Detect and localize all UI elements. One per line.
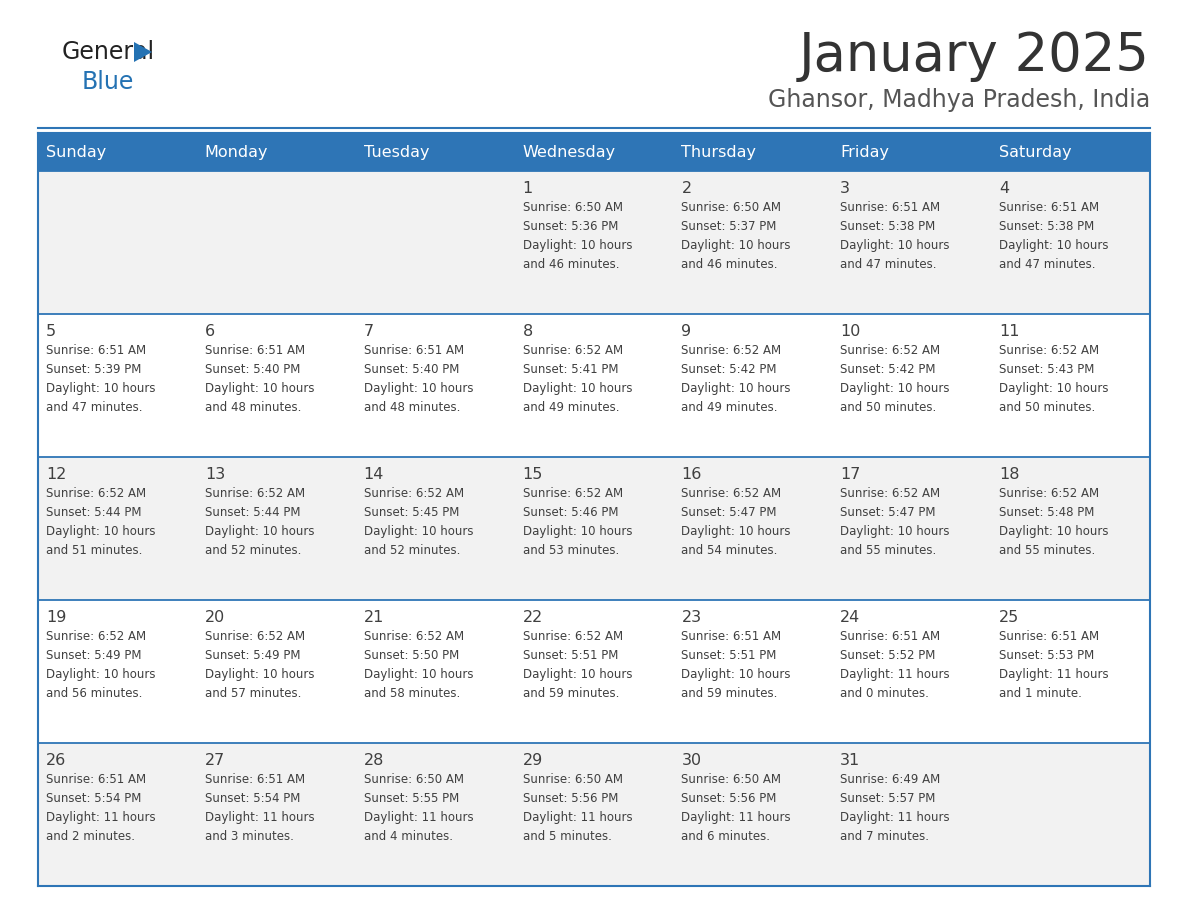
Text: Sunrise: 6:52 AM
Sunset: 5:48 PM
Daylight: 10 hours
and 55 minutes.: Sunrise: 6:52 AM Sunset: 5:48 PM Dayligh… <box>999 487 1108 557</box>
Text: Sunrise: 6:52 AM
Sunset: 5:49 PM
Daylight: 10 hours
and 57 minutes.: Sunrise: 6:52 AM Sunset: 5:49 PM Dayligh… <box>204 630 315 700</box>
Text: Monday: Monday <box>204 144 268 160</box>
Text: Sunrise: 6:51 AM
Sunset: 5:39 PM
Daylight: 10 hours
and 47 minutes.: Sunrise: 6:51 AM Sunset: 5:39 PM Dayligh… <box>46 344 156 414</box>
Bar <box>38 743 1150 886</box>
Text: Sunrise: 6:51 AM
Sunset: 5:54 PM
Daylight: 11 hours
and 2 minutes.: Sunrise: 6:51 AM Sunset: 5:54 PM Dayligh… <box>46 773 156 843</box>
Text: 4: 4 <box>999 181 1010 196</box>
Text: Blue: Blue <box>82 70 134 94</box>
Text: 25: 25 <box>999 610 1019 625</box>
Text: Sunrise: 6:49 AM
Sunset: 5:57 PM
Daylight: 11 hours
and 7 minutes.: Sunrise: 6:49 AM Sunset: 5:57 PM Dayligh… <box>840 773 950 843</box>
Text: Sunrise: 6:51 AM
Sunset: 5:38 PM
Daylight: 10 hours
and 47 minutes.: Sunrise: 6:51 AM Sunset: 5:38 PM Dayligh… <box>999 201 1108 271</box>
Text: 5: 5 <box>46 324 56 339</box>
Text: 7: 7 <box>364 324 374 339</box>
Text: Sunrise: 6:52 AM
Sunset: 5:42 PM
Daylight: 10 hours
and 49 minutes.: Sunrise: 6:52 AM Sunset: 5:42 PM Dayligh… <box>682 344 791 414</box>
Text: General: General <box>62 40 156 64</box>
Text: Sunrise: 6:52 AM
Sunset: 5:46 PM
Daylight: 10 hours
and 53 minutes.: Sunrise: 6:52 AM Sunset: 5:46 PM Dayligh… <box>523 487 632 557</box>
Text: 30: 30 <box>682 753 702 768</box>
Text: 29: 29 <box>523 753 543 768</box>
Text: 27: 27 <box>204 753 225 768</box>
Text: 16: 16 <box>682 467 702 482</box>
Text: 18: 18 <box>999 467 1019 482</box>
Text: 9: 9 <box>682 324 691 339</box>
Text: Sunrise: 6:52 AM
Sunset: 5:51 PM
Daylight: 10 hours
and 59 minutes.: Sunrise: 6:52 AM Sunset: 5:51 PM Dayligh… <box>523 630 632 700</box>
Text: 14: 14 <box>364 467 384 482</box>
Text: Sunrise: 6:50 AM
Sunset: 5:36 PM
Daylight: 10 hours
and 46 minutes.: Sunrise: 6:50 AM Sunset: 5:36 PM Dayligh… <box>523 201 632 271</box>
Text: 23: 23 <box>682 610 702 625</box>
Text: Sunrise: 6:52 AM
Sunset: 5:47 PM
Daylight: 10 hours
and 55 minutes.: Sunrise: 6:52 AM Sunset: 5:47 PM Dayligh… <box>840 487 949 557</box>
Text: Tuesday: Tuesday <box>364 144 429 160</box>
Text: 26: 26 <box>46 753 67 768</box>
Text: Sunrise: 6:52 AM
Sunset: 5:50 PM
Daylight: 10 hours
and 58 minutes.: Sunrise: 6:52 AM Sunset: 5:50 PM Dayligh… <box>364 630 473 700</box>
Text: Sunrise: 6:52 AM
Sunset: 5:44 PM
Daylight: 10 hours
and 52 minutes.: Sunrise: 6:52 AM Sunset: 5:44 PM Dayligh… <box>204 487 315 557</box>
Bar <box>38 171 1150 314</box>
Text: Sunrise: 6:51 AM
Sunset: 5:40 PM
Daylight: 10 hours
and 48 minutes.: Sunrise: 6:51 AM Sunset: 5:40 PM Dayligh… <box>364 344 473 414</box>
Text: Sunrise: 6:52 AM
Sunset: 5:43 PM
Daylight: 10 hours
and 50 minutes.: Sunrise: 6:52 AM Sunset: 5:43 PM Dayligh… <box>999 344 1108 414</box>
Text: 24: 24 <box>840 610 860 625</box>
Text: Sunrise: 6:52 AM
Sunset: 5:45 PM
Daylight: 10 hours
and 52 minutes.: Sunrise: 6:52 AM Sunset: 5:45 PM Dayligh… <box>364 487 473 557</box>
Text: Sunrise: 6:51 AM
Sunset: 5:52 PM
Daylight: 11 hours
and 0 minutes.: Sunrise: 6:51 AM Sunset: 5:52 PM Dayligh… <box>840 630 950 700</box>
Text: Sunrise: 6:50 AM
Sunset: 5:56 PM
Daylight: 11 hours
and 6 minutes.: Sunrise: 6:50 AM Sunset: 5:56 PM Dayligh… <box>682 773 791 843</box>
Text: 22: 22 <box>523 610 543 625</box>
Text: Wednesday: Wednesday <box>523 144 615 160</box>
Text: Saturday: Saturday <box>999 144 1072 160</box>
Text: Sunrise: 6:52 AM
Sunset: 5:41 PM
Daylight: 10 hours
and 49 minutes.: Sunrise: 6:52 AM Sunset: 5:41 PM Dayligh… <box>523 344 632 414</box>
Bar <box>38 133 1150 171</box>
Bar <box>38 600 1150 743</box>
Text: 20: 20 <box>204 610 225 625</box>
Text: Ghansor, Madhya Pradesh, India: Ghansor, Madhya Pradesh, India <box>767 88 1150 112</box>
Text: 3: 3 <box>840 181 851 196</box>
Text: Sunrise: 6:50 AM
Sunset: 5:56 PM
Daylight: 11 hours
and 5 minutes.: Sunrise: 6:50 AM Sunset: 5:56 PM Dayligh… <box>523 773 632 843</box>
Text: Sunrise: 6:51 AM
Sunset: 5:38 PM
Daylight: 10 hours
and 47 minutes.: Sunrise: 6:51 AM Sunset: 5:38 PM Dayligh… <box>840 201 949 271</box>
Text: Sunrise: 6:50 AM
Sunset: 5:55 PM
Daylight: 11 hours
and 4 minutes.: Sunrise: 6:50 AM Sunset: 5:55 PM Dayligh… <box>364 773 473 843</box>
Text: 1: 1 <box>523 181 533 196</box>
Text: Sunrise: 6:51 AM
Sunset: 5:53 PM
Daylight: 11 hours
and 1 minute.: Sunrise: 6:51 AM Sunset: 5:53 PM Dayligh… <box>999 630 1108 700</box>
Text: 2: 2 <box>682 181 691 196</box>
Text: 10: 10 <box>840 324 860 339</box>
Text: Sunrise: 6:52 AM
Sunset: 5:49 PM
Daylight: 10 hours
and 56 minutes.: Sunrise: 6:52 AM Sunset: 5:49 PM Dayligh… <box>46 630 156 700</box>
Text: 8: 8 <box>523 324 533 339</box>
Text: Sunrise: 6:52 AM
Sunset: 5:44 PM
Daylight: 10 hours
and 51 minutes.: Sunrise: 6:52 AM Sunset: 5:44 PM Dayligh… <box>46 487 156 557</box>
Text: 15: 15 <box>523 467 543 482</box>
Text: Sunrise: 6:51 AM
Sunset: 5:51 PM
Daylight: 10 hours
and 59 minutes.: Sunrise: 6:51 AM Sunset: 5:51 PM Dayligh… <box>682 630 791 700</box>
Bar <box>38 314 1150 457</box>
Text: 6: 6 <box>204 324 215 339</box>
Text: 17: 17 <box>840 467 860 482</box>
Text: Sunrise: 6:52 AM
Sunset: 5:47 PM
Daylight: 10 hours
and 54 minutes.: Sunrise: 6:52 AM Sunset: 5:47 PM Dayligh… <box>682 487 791 557</box>
Text: 13: 13 <box>204 467 225 482</box>
Text: 31: 31 <box>840 753 860 768</box>
Text: January 2025: January 2025 <box>800 30 1150 82</box>
Text: 19: 19 <box>46 610 67 625</box>
Text: Sunrise: 6:51 AM
Sunset: 5:40 PM
Daylight: 10 hours
and 48 minutes.: Sunrise: 6:51 AM Sunset: 5:40 PM Dayligh… <box>204 344 315 414</box>
Polygon shape <box>134 42 152 62</box>
Text: Sunrise: 6:51 AM
Sunset: 5:54 PM
Daylight: 11 hours
and 3 minutes.: Sunrise: 6:51 AM Sunset: 5:54 PM Dayligh… <box>204 773 315 843</box>
Text: Friday: Friday <box>840 144 890 160</box>
Text: 28: 28 <box>364 753 384 768</box>
Text: Sunrise: 6:52 AM
Sunset: 5:42 PM
Daylight: 10 hours
and 50 minutes.: Sunrise: 6:52 AM Sunset: 5:42 PM Dayligh… <box>840 344 949 414</box>
Text: Sunrise: 6:50 AM
Sunset: 5:37 PM
Daylight: 10 hours
and 46 minutes.: Sunrise: 6:50 AM Sunset: 5:37 PM Dayligh… <box>682 201 791 271</box>
Text: 12: 12 <box>46 467 67 482</box>
Bar <box>38 457 1150 600</box>
Text: Sunday: Sunday <box>46 144 106 160</box>
Text: 21: 21 <box>364 610 384 625</box>
Text: Thursday: Thursday <box>682 144 757 160</box>
Text: 11: 11 <box>999 324 1019 339</box>
